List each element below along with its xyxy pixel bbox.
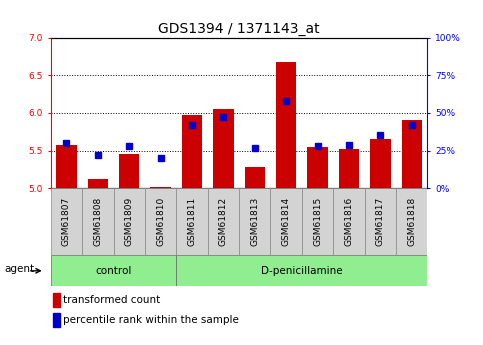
Bar xyxy=(53,313,60,327)
Bar xyxy=(82,188,114,255)
Bar xyxy=(244,167,265,188)
Bar xyxy=(51,188,82,255)
Bar xyxy=(370,139,391,188)
Bar xyxy=(53,293,60,306)
Text: GSM61807: GSM61807 xyxy=(62,197,71,246)
Text: percentile rank within the sample: percentile rank within the sample xyxy=(63,315,239,325)
Bar xyxy=(51,255,176,286)
Text: GSM61815: GSM61815 xyxy=(313,197,322,246)
Bar xyxy=(396,188,427,255)
Bar xyxy=(365,188,396,255)
Text: D-penicillamine: D-penicillamine xyxy=(261,266,342,276)
Bar xyxy=(333,188,365,255)
Text: transformed count: transformed count xyxy=(63,295,160,305)
Text: GSM61816: GSM61816 xyxy=(344,197,354,246)
Bar xyxy=(176,255,427,286)
Bar xyxy=(208,188,239,255)
Bar xyxy=(307,147,328,188)
Text: GSM61808: GSM61808 xyxy=(93,197,102,246)
Bar xyxy=(401,120,422,188)
Bar xyxy=(176,188,208,255)
Text: GSM61811: GSM61811 xyxy=(187,197,197,246)
Bar xyxy=(213,109,234,188)
Bar xyxy=(182,115,202,188)
Text: control: control xyxy=(95,266,132,276)
Text: agent: agent xyxy=(4,264,34,274)
Text: GSM61809: GSM61809 xyxy=(125,197,134,246)
Text: GSM61812: GSM61812 xyxy=(219,197,228,246)
Bar xyxy=(239,188,270,255)
Bar xyxy=(87,179,108,188)
Text: GSM61813: GSM61813 xyxy=(250,197,259,246)
Bar xyxy=(150,187,171,188)
Bar xyxy=(302,188,333,255)
Text: GSM61814: GSM61814 xyxy=(282,197,291,246)
Bar xyxy=(339,149,359,188)
Text: GSM61810: GSM61810 xyxy=(156,197,165,246)
Bar xyxy=(114,188,145,255)
Bar xyxy=(119,154,140,188)
Text: GSM61817: GSM61817 xyxy=(376,197,385,246)
Bar xyxy=(270,188,302,255)
Bar xyxy=(276,62,297,188)
Bar xyxy=(56,145,77,188)
Title: GDS1394 / 1371143_at: GDS1394 / 1371143_at xyxy=(158,21,320,36)
Text: GSM61818: GSM61818 xyxy=(407,197,416,246)
Bar xyxy=(145,188,176,255)
